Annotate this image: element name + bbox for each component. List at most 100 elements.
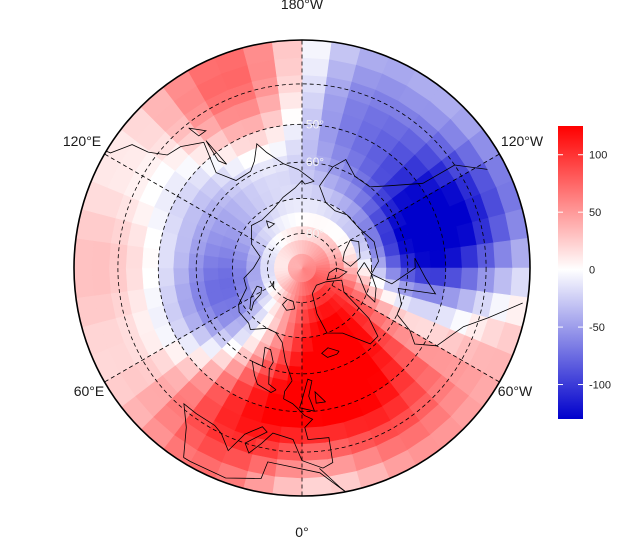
- field-cell: [157, 267, 176, 288]
- parallel-line: [231, 197, 372, 338]
- field-cell: [301, 139, 320, 157]
- coastline: [251, 346, 277, 393]
- meridian-line: [331, 149, 508, 252]
- colorbar-tick-label: 0: [589, 265, 595, 277]
- field-cell: [509, 267, 530, 299]
- field-cell: [288, 350, 303, 367]
- field-cell: [492, 267, 513, 296]
- coastline: [188, 127, 207, 137]
- longitude-label: 180°W: [281, 0, 324, 12]
- colorbar-tick-label: 100: [589, 150, 607, 162]
- field-cell: [274, 57, 303, 78]
- field-cell: [384, 267, 401, 282]
- latitude-label: 60°: [306, 155, 324, 169]
- longitude-label: 0°: [295, 524, 308, 540]
- field-cell: [173, 267, 191, 286]
- field-cell: [527, 235, 530, 269]
- coastline: [319, 185, 523, 347]
- field-cell: [492, 240, 513, 269]
- field-cell: [74, 267, 95, 299]
- field-cell: [509, 237, 530, 269]
- field-cell: [301, 350, 316, 367]
- field-cell: [459, 267, 479, 292]
- field-cell: [203, 254, 220, 269]
- colorbar: 100 50 0 -50 -100: [558, 126, 611, 419]
- field-cell: [301, 57, 330, 78]
- field-cell: [278, 425, 303, 445]
- longitude-label: 120°W: [501, 133, 544, 149]
- field-cell: [91, 240, 112, 269]
- field-cell: [125, 244, 145, 269]
- field-cell: [444, 267, 462, 290]
- field-cell: [271, 40, 303, 61]
- anomaly-field: [74, 40, 530, 496]
- graticule: [96, 40, 508, 496]
- colorbar-tick-label: -50: [589, 322, 605, 334]
- field-cell: [91, 267, 112, 296]
- field-cell: [301, 40, 333, 61]
- field-cell: [142, 267, 160, 290]
- field-cell: [428, 248, 447, 269]
- field-cell: [527, 267, 530, 301]
- field-cell: [284, 379, 303, 397]
- coastline: [205, 140, 227, 165]
- field-cell: [301, 322, 312, 338]
- coastline: [342, 239, 361, 267]
- longitude-label: 60°E: [74, 383, 105, 399]
- field-cell: [280, 108, 303, 126]
- field-cell: [269, 40, 303, 43]
- field-cell: [370, 256, 387, 269]
- field-cell: [301, 75, 328, 95]
- field-cell: [299, 253, 303, 269]
- coastline: [314, 390, 326, 404]
- coastline: [281, 298, 296, 311]
- coastline: [356, 262, 377, 303]
- field-cell: [280, 410, 303, 428]
- map-boundary: [73, 39, 531, 497]
- field-cell: [384, 254, 401, 269]
- field-cell: [271, 475, 303, 496]
- field-cell: [157, 248, 176, 269]
- longitude-label: 120°E: [63, 133, 101, 149]
- meridian-line: [96, 149, 273, 252]
- coastline: [265, 220, 276, 229]
- field-cell: [459, 244, 479, 269]
- field-cell: [475, 267, 495, 294]
- latitude-label: 80°: [306, 227, 324, 241]
- field-cell: [356, 258, 372, 269]
- field-cell: [109, 267, 129, 294]
- field-cell: [217, 267, 234, 280]
- meridian-line: [96, 284, 273, 387]
- field-cell: [278, 91, 303, 111]
- coastline: [321, 347, 340, 358]
- coastline: [319, 158, 488, 188]
- coastline: [326, 267, 348, 281]
- field-cell: [203, 267, 220, 282]
- field-cell: [269, 493, 303, 496]
- latitude-label: 50°: [306, 117, 324, 131]
- field-cell: [428, 267, 447, 288]
- field-cell: [74, 267, 77, 301]
- field-cell: [413, 250, 431, 269]
- latitude-labels: 50° 60° 80°: [306, 117, 324, 240]
- field-cell: [284, 139, 303, 157]
- longitude-labels: 180°W 120°W 120°E 60°W 60°E 0°: [63, 0, 544, 540]
- field-cell: [74, 235, 77, 269]
- meridian-line: [331, 284, 508, 387]
- field-cell: [301, 40, 335, 43]
- field-cell: [301, 475, 333, 496]
- coastline: [249, 285, 263, 311]
- field-cell: [292, 198, 303, 214]
- coastline: [83, 141, 315, 182]
- field-cell: [142, 246, 160, 269]
- field-cell: [444, 246, 462, 269]
- colorbar-tick-label: 50: [589, 207, 601, 219]
- field-cell: [282, 123, 303, 142]
- field-cell: [125, 267, 145, 292]
- colorbar-tick-label: -100: [589, 380, 611, 392]
- coastline: [299, 378, 315, 412]
- field-cell: [301, 336, 314, 353]
- field-cell: [232, 267, 248, 278]
- colorbar-gradient: [558, 126, 583, 419]
